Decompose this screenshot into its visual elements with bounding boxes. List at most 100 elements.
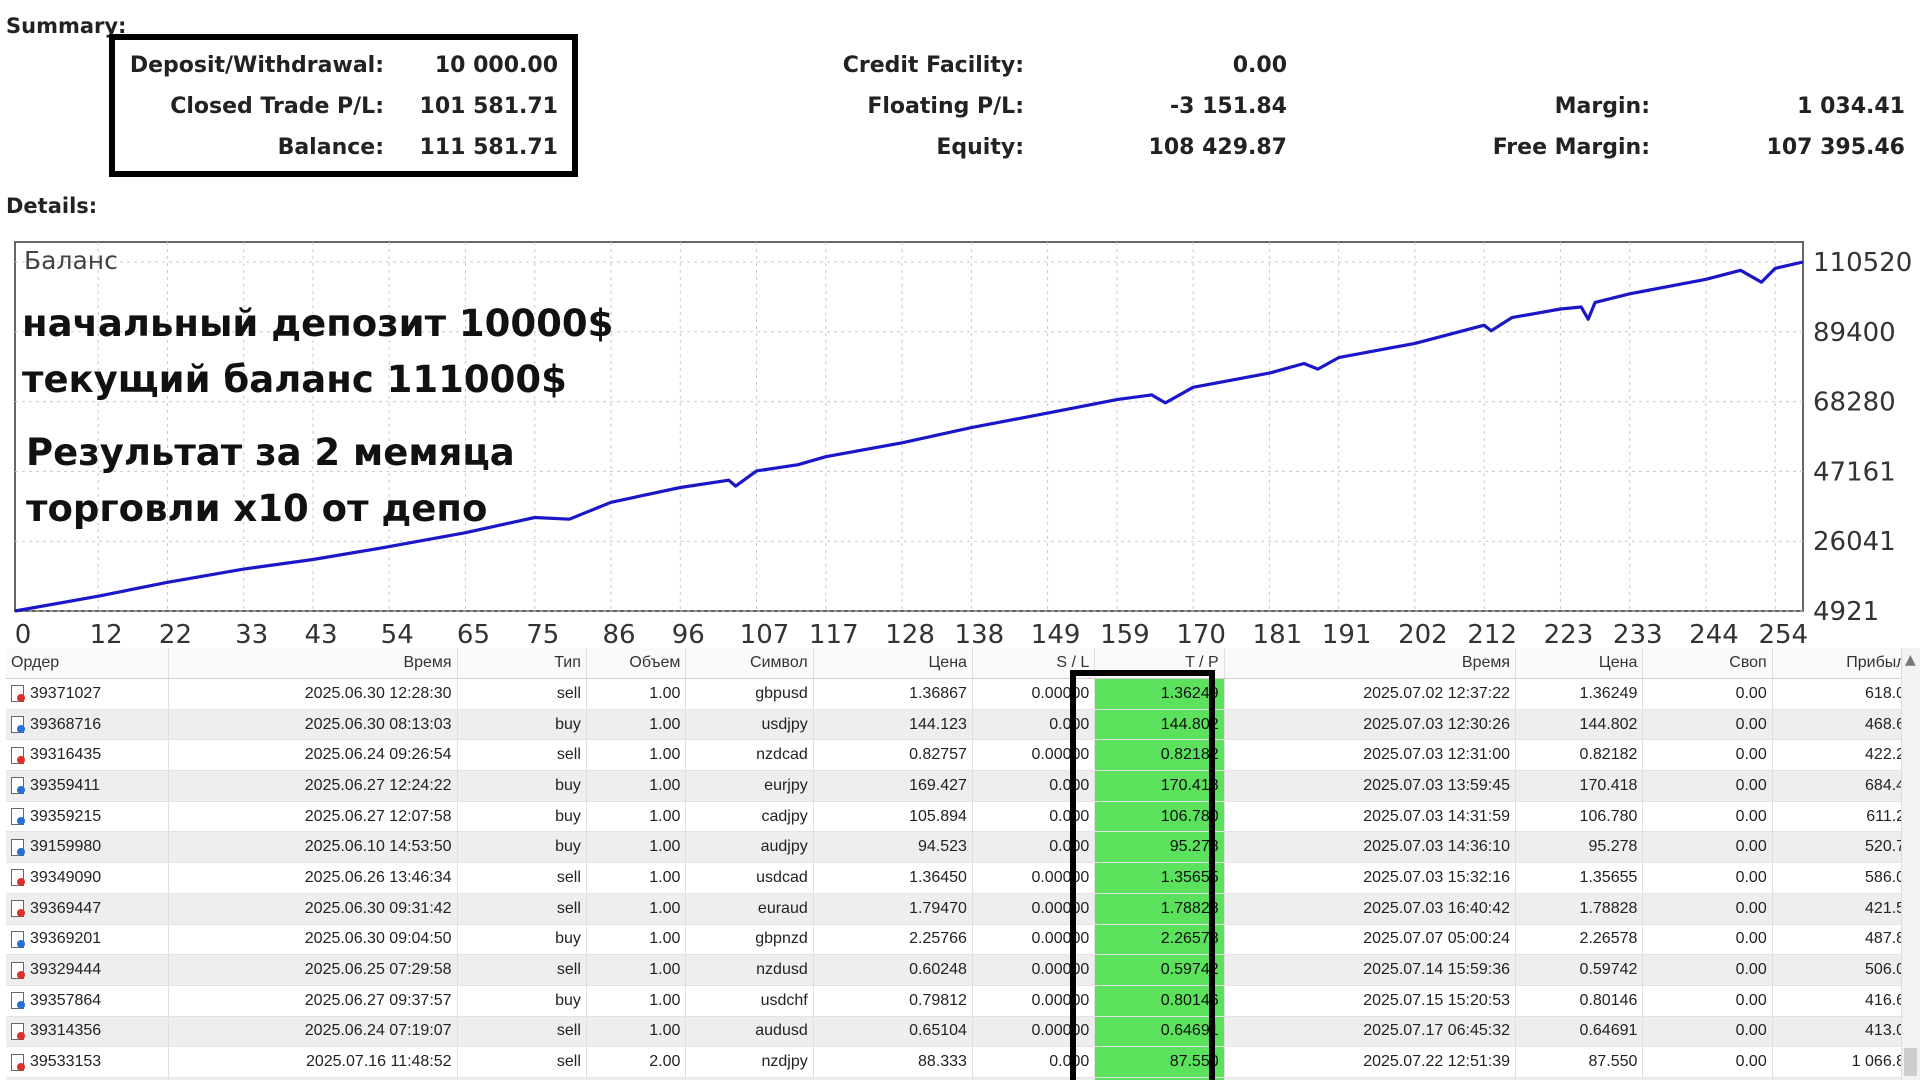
cell-symbol: audusd bbox=[686, 1016, 814, 1047]
cell-close-time: 2025.07.03 16:40:42 bbox=[1225, 893, 1517, 924]
cell-type: buy bbox=[458, 709, 587, 740]
cell-close-price: 0.64691 bbox=[1516, 1016, 1644, 1047]
table-row[interactable]: 39359411 2025.06.27 12:24:22 buy 1.00 eurjpy… bbox=[6, 771, 1920, 802]
x-tick-label: 191 bbox=[1322, 620, 1372, 648]
cell-order: 39359411 bbox=[6, 771, 170, 801]
cell-close-price: 144.802 bbox=[1516, 709, 1644, 740]
cell-sl: 0.00000 bbox=[973, 740, 1096, 771]
cell-close-time: 2025.07.03 13:59:45 bbox=[1225, 771, 1517, 801]
cell-order: 39314356 bbox=[6, 1016, 170, 1047]
header-profit[interactable]: Прибыль bbox=[1773, 648, 1920, 678]
cell-type: sell bbox=[458, 1077, 587, 1080]
x-tick-label: 244 bbox=[1689, 620, 1739, 648]
cell-type: buy bbox=[458, 924, 587, 955]
cell-swap: 0.00 bbox=[1643, 679, 1773, 709]
cell-swap: 0.00 bbox=[1643, 1016, 1773, 1047]
cell-symbol: nzdcad bbox=[686, 740, 814, 771]
cell-profit: 421.59 bbox=[1773, 893, 1920, 924]
table-row[interactable]: 39369447 2025.06.30 09:31:42 sell 1.00 eurau… bbox=[6, 893, 1920, 925]
cell-sl: 0.000 bbox=[973, 1077, 1096, 1080]
cell-profit: 468.61 bbox=[1773, 709, 1920, 740]
cell-symbol: usdchf bbox=[686, 985, 814, 1016]
header-swap[interactable]: Своп bbox=[1643, 648, 1773, 678]
order-number: 39369447 bbox=[30, 899, 102, 917]
deposit-value: 10 000.00 bbox=[434, 53, 558, 78]
cell-type: buy bbox=[458, 832, 587, 863]
header-price[interactable]: Цена bbox=[814, 648, 973, 678]
table-row[interactable]: 39349090 2025.06.26 13:46:34 sell 1.00 usdca… bbox=[6, 863, 1920, 894]
x-tick-label: 254 bbox=[1758, 620, 1808, 648]
cell-close-time: 2025.07.14 15:59:36 bbox=[1225, 955, 1517, 985]
header-tp[interactable]: T / P bbox=[1095, 648, 1225, 678]
cell-sl: 0.00000 bbox=[973, 924, 1096, 955]
cell-price: 1.79470 bbox=[814, 893, 973, 924]
header-order[interactable]: Ордер bbox=[6, 648, 170, 678]
header-time[interactable]: Время bbox=[169, 648, 458, 678]
cell-close-time: 2025.07.02 12:37:22 bbox=[1225, 679, 1517, 709]
cell-symbol: nzdjpy bbox=[686, 1047, 814, 1077]
cell-order: 39159980 bbox=[6, 832, 170, 863]
cell-time: 2025.06.30 12:28:30 bbox=[169, 679, 458, 709]
table-row[interactable]: 39159980 2025.06.10 14:53:50 buy 1.00 audjpy… bbox=[6, 832, 1920, 864]
x-tick-label: 223 bbox=[1544, 620, 1594, 648]
cell-close-time: 2025.07.22 12:51:39 bbox=[1225, 1047, 1517, 1077]
cell-time: 2025.06.10 14:53:50 bbox=[169, 832, 458, 863]
x-tick-label: 96 bbox=[672, 620, 705, 648]
x-tick-label: 212 bbox=[1467, 620, 1517, 648]
cell-close-price: 106.780 bbox=[1516, 801, 1644, 832]
table-row[interactable]: 39368716 2025.06.30 08:13:03 buy 1.00 usdjpy… bbox=[6, 709, 1920, 741]
cell-tp: 0.59742 bbox=[1095, 955, 1225, 985]
table-row[interactable]: 39316435 2025.06.24 09:26:54 sell 1.00 nzdca… bbox=[6, 740, 1920, 772]
table-row[interactable]: 39314356 2025.06.24 07:19:07 sell 1.00 audus… bbox=[6, 1016, 1920, 1048]
cell-price: 94.523 bbox=[814, 832, 973, 863]
x-tick-label: 22 bbox=[159, 620, 192, 648]
closed-pl-value: 101 581.71 bbox=[419, 94, 558, 119]
table-row[interactable]: 39359215 2025.06.27 12:07:58 buy 1.00 cadjpy… bbox=[6, 801, 1920, 833]
chart-plot-area bbox=[14, 241, 1804, 612]
cell-tp: 1.36249 bbox=[1095, 679, 1225, 709]
annotation-line-2: текущий баланс 111000$ bbox=[22, 358, 567, 401]
header-close-price[interactable]: Цена bbox=[1516, 648, 1644, 678]
cell-swap: 0.00 bbox=[1643, 709, 1773, 740]
table-row[interactable]: 39369201 2025.06.30 09:04:50 buy 1.00 gbpnzd… bbox=[6, 924, 1920, 956]
header-volume[interactable]: Объем bbox=[587, 648, 687, 678]
header-sl[interactable]: S / L bbox=[973, 648, 1096, 678]
scroll-thumb[interactable] bbox=[1904, 1048, 1917, 1076]
table-row[interactable]: 39329444 2025.06.25 07:29:58 sell 1.00 nzdus… bbox=[6, 955, 1920, 986]
order-number: 39159980 bbox=[30, 838, 102, 856]
scroll-up-icon[interactable]: ▲ bbox=[1905, 652, 1916, 668]
table-scrollbar[interactable]: ▲ bbox=[1901, 648, 1920, 1080]
cell-symbol: usdcad bbox=[686, 863, 814, 893]
header-symbol[interactable]: Символ bbox=[686, 648, 814, 678]
cell-volume: 1.00 bbox=[587, 832, 687, 863]
cell-symbol: gbpnzd bbox=[686, 924, 814, 955]
table-row[interactable]: 39533153 2025.07.16 11:48:52 sell 2.00 nzdjp… bbox=[6, 1047, 1920, 1078]
free-margin-value: 107 395.46 bbox=[1766, 135, 1905, 160]
cell-swap: 0.00 bbox=[1643, 771, 1773, 801]
cell-tp: 87.550 bbox=[1095, 1077, 1225, 1080]
y-tick-label: 89400 bbox=[1813, 318, 1896, 348]
credit-value: 0.00 bbox=[1232, 53, 1287, 78]
cell-volume: 1.00 bbox=[587, 985, 687, 1016]
summary-heading: Summary: bbox=[6, 14, 127, 38]
cell-close-price: 1.36249 bbox=[1516, 679, 1644, 709]
order-number: 39359215 bbox=[30, 807, 102, 825]
order-document-icon bbox=[11, 808, 25, 826]
cell-close-price: 95.278 bbox=[1516, 832, 1644, 863]
order-document-icon bbox=[11, 716, 25, 734]
floating-label: Floating P/L: bbox=[867, 94, 1024, 119]
cell-close-time: 2025.07.03 14:31:59 bbox=[1225, 801, 1517, 832]
cell-price: 1.36867 bbox=[814, 679, 973, 709]
details-heading: Details: bbox=[6, 194, 98, 218]
cell-volume: 1.00 bbox=[587, 740, 687, 771]
header-type[interactable]: Тип bbox=[458, 648, 587, 678]
cell-time: 2025.07.16 11:48:52 bbox=[169, 1047, 458, 1077]
cell-profit: 1 066.86 bbox=[1773, 1047, 1920, 1077]
table-row[interactable]: 39371027 2025.06.30 12:28:30 sell 1.00 gbpus… bbox=[6, 679, 1920, 710]
cell-price: 105.894 bbox=[814, 801, 973, 832]
table-row[interactable]: 39357864 2025.06.27 09:37:57 buy 1.00 usdchf… bbox=[6, 985, 1920, 1017]
header-close-time[interactable]: Время bbox=[1225, 648, 1517, 678]
x-tick-label: 117 bbox=[809, 620, 859, 648]
annotation-line-3: Результат за 2 мемяца bbox=[26, 431, 515, 474]
cell-type: buy bbox=[458, 985, 587, 1016]
